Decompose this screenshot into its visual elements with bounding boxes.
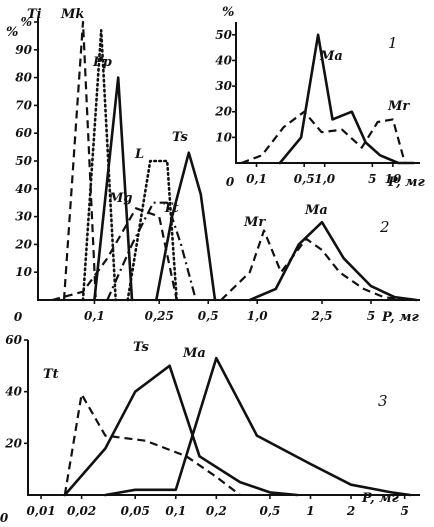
x-tick-label: 0,02 [67,504,96,518]
series-label-ts: Ts [133,340,149,355]
series-label-l: L [134,147,144,162]
x-axis-label: P, мг [387,175,426,190]
series-label-mr: Mr [387,99,410,114]
x-tick-label: 0,5 [198,309,219,323]
series-line-ma [278,33,415,165]
x-tick-label: 5 [368,172,376,186]
y-tick-label: 40 [215,53,232,67]
chart-panel-3: 20 40 60 0,01 0,02 0,05 0,1 0,2 0,5 1 2 5 0 P, мг 3 Tt T… [0,333,420,525]
series-line-tt [106,201,197,301]
series-line-mr [241,110,406,165]
y-tick-label: 50 [15,154,32,168]
x-tick-label: 0,1 [84,309,105,323]
series-label-pp: Pp [92,55,112,70]
x-tick-label: 2,5 [311,309,333,323]
panel-number: 2 [379,218,390,236]
series-label-ma: Ma [304,203,328,218]
panel-number: 3 [378,392,388,410]
y-tick-label: 40 [15,182,32,196]
series-line-ma [104,356,412,497]
series-line-ts [155,151,217,302]
x-tick-label: 5 [400,504,408,518]
y-tick-label: 30 [215,79,232,93]
series-label-ma: Ma [319,49,343,64]
y-tick-label: 20 [214,105,232,119]
x-tick-label: 0,25 [145,309,174,323]
y-axis-label: % [6,25,18,40]
y-tick-label: 20 [14,237,32,251]
series-line-ma [248,220,418,302]
panel-number: 1 [388,34,398,52]
x-origin-label: 0 [226,175,235,189]
series-line-pp [93,76,134,302]
series-line-ts [63,364,299,497]
x-origin-label: 0 [14,310,23,324]
y-tick-label: % [21,15,32,29]
series-label-ts: Ts [172,130,188,145]
chart-panel-1: 10 20 30 40 50 0,1 0,5 1,0 5 10 0% P, мг 1 Ma Mr [214,5,425,190]
y-tick-label: 90 [15,43,32,57]
x-tick-label: 0,1 [246,172,267,186]
x-tick-label: 1,0 [314,172,336,186]
y-tick-label: 60 [5,333,22,347]
series-label-ti: Ti [27,7,42,22]
y-tick-label: 10 [215,130,232,144]
series-label-tt: Tt [43,367,59,382]
series-line-ti [62,20,97,301]
x-tick-label: 1 [306,504,314,518]
y-tick-label: 80 [15,71,32,85]
x-tick-label: 0,5 [294,172,315,186]
x-axis-label: P, мг [361,491,400,506]
x-tick-label: 0,2 [206,504,227,518]
y-tick-label: 70 [15,98,32,112]
y-tick-label: 30 [15,210,32,224]
y-tick-label: 50 [215,28,232,42]
x-tick-label: 2 [346,504,355,518]
x-tick-label: 10 [385,172,402,186]
y-axis-label: % [222,5,234,20]
x-tick-label: 0,1 [165,504,186,518]
axis-frame [235,22,420,164]
y-tick-label: 10 [15,265,32,279]
x-axis-label: P, мг [381,310,420,325]
x-tick-label: 0,05 [121,504,150,518]
series-label-ma: Ma [182,346,206,361]
series-line-tt [63,393,241,496]
axis-frame [37,18,420,301]
series-label-mg: Mg [108,191,132,206]
y-tick-label: 20 [4,436,22,450]
series-label-mr: Mr [243,215,266,230]
y-tick-label: 40 [5,385,22,399]
y-tick-label: 60 [15,126,32,140]
series-line-mk [81,29,117,302]
x-tick-label: 1,0 [247,309,269,323]
x-tick-label: 5 [367,309,375,323]
x-tick-label: 0,5 [259,504,280,518]
x-origin-label: 0 [0,511,9,525]
series-label-mk: Mk [60,7,84,22]
series-line-mg [51,207,178,302]
x-tick-label: 0,01 [26,504,55,518]
